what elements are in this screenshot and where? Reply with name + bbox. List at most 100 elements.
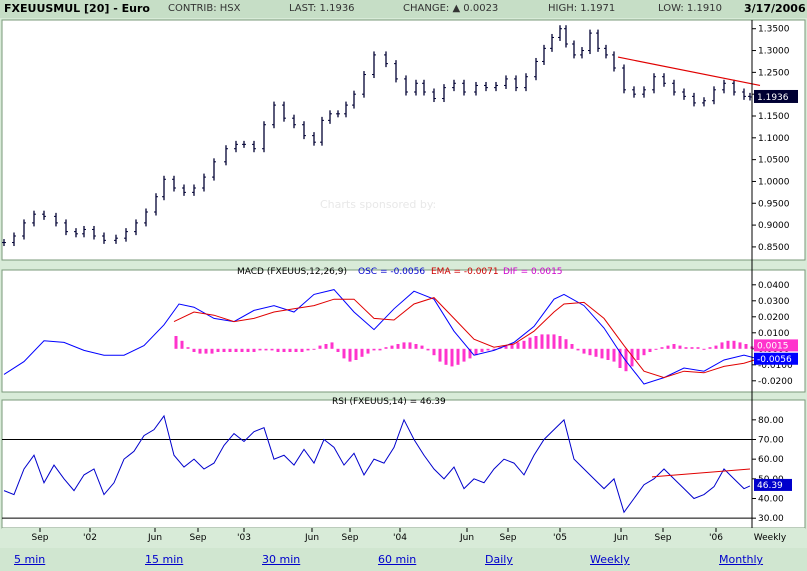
macd-histogram-bar [210,348,214,354]
x-tick-label: Sep [32,533,49,543]
interval-bar: 5 min 15 min 30 min 60 min Daily Weekly … [0,548,807,571]
macd-histogram-bar [516,342,520,349]
macd-histogram-bar [414,344,418,349]
macd-histogram-bar [234,348,238,352]
sponsor-watermark: Charts sponsored by: [320,198,436,211]
macd-histogram-bar [324,344,328,349]
macd-histogram-bar [450,348,454,367]
price-trendline [617,56,761,87]
price-bars-group [2,25,752,247]
macd-histogram-bar [444,348,448,365]
macd-histogram-bar [486,348,490,351]
rsi-ytick-label: 60.00 [758,455,784,465]
x-tick-label: Sep [500,533,517,543]
x-tick-label: Jun [613,533,628,543]
interval-link-15min[interactable]: 15 min [145,553,184,566]
macd-ytick-label: -0.0100 [758,361,793,371]
macd-histogram-bar [390,345,394,349]
macd-histogram-bar [378,348,382,351]
macd-histogram-bar [294,348,298,352]
macd-histogram-bar [552,334,556,349]
last-price-value: 1.1936 [757,93,789,103]
macd-histogram-bar [576,348,580,351]
macd-histogram-bar [276,348,280,352]
macd-histogram-bar [648,348,652,352]
macd-histogram-bar [222,348,226,352]
interval-link-60min[interactable]: 60 min [378,553,417,566]
macd-histogram-bar [672,344,676,349]
macd-histogram-bar [468,348,472,359]
macd-ytick-label: 0.0200 [758,313,790,323]
x-tick-label: Jun [459,533,474,543]
panel-1-background [1,269,806,393]
rsi-last-value: 46.39 [757,481,783,491]
x-tick-label: '04 [393,533,407,543]
interval-link-30min[interactable]: 30 min [262,553,301,566]
high-label: HIGH: 1.1971 [548,3,616,14]
macd-histogram-bar [714,345,718,349]
x-tick-label: '02 [83,533,97,543]
macd-histogram-bar [660,347,664,349]
macd-histogram-bar [624,348,628,372]
macd-histogram-bar [336,348,340,352]
x-tick-label: Sep [342,533,359,543]
change-label: CHANGE: ▲ 0.0023 [403,3,499,14]
macd-histogram-bar [438,348,442,362]
macd-dif-legend: DIF = 0.0015 [503,267,563,277]
macd-histogram-bar [534,336,538,349]
macd-histogram-bar [312,348,316,350]
x-tick-label: Weekly [754,533,787,543]
x-axis-band [2,528,805,546]
macd-histogram-bar [708,347,712,349]
macd-histogram-bar [366,348,370,354]
macd-histogram-bar [480,348,484,352]
macd-histogram-bar [456,348,460,365]
date-label: 3/17/2006 [744,2,806,15]
macd-histogram-group [174,334,754,372]
macd-histogram-bar [258,348,262,351]
macd-histogram-bar [396,344,400,349]
interval-link-5min[interactable]: 5 min [14,553,46,566]
rsi-line [3,414,751,514]
macd-histogram-bar [606,348,610,360]
macd-histogram-bar [546,334,550,349]
macd-histogram-bar [306,348,310,351]
macd-ema-line [173,297,755,379]
macd-histogram-bar [684,347,688,349]
macd-histogram-bar [540,334,544,349]
macd-title: MACD (FXEUUS,12,26,9) [237,267,347,277]
macd-histogram-bar [612,348,616,362]
last-price-label: LAST: 1.1936 [289,3,355,14]
price-ytick-label: 1.2500 [758,68,790,78]
macd-histogram-bar [738,342,742,349]
macd-ema-legend: EMA = -0.0071 [431,267,499,277]
interval-link-weekly[interactable]: Weekly [590,553,630,566]
macd-histogram-bar [594,348,598,357]
macd-histogram-bar [354,348,358,360]
macd-histogram-bar [240,348,244,352]
rsi-ytick-label: 80.00 [758,416,784,426]
macd-histogram-bar [300,348,304,352]
interval-link-daily[interactable]: Daily [485,553,513,566]
macd-histogram-bar [372,348,376,351]
macd-histogram-bar [678,345,682,349]
macd-ytick-label: -0.0200 [758,377,793,387]
macd-histogram-bar [690,347,694,349]
macd-osc-value: -0.0056 [757,355,792,365]
macd-histogram-bar [318,345,322,349]
macd-histogram-bar [264,348,268,351]
rsi-ytick-label: 70.00 [758,436,784,446]
macd-histogram-bar [348,348,352,362]
rsi-trendline [651,468,751,478]
macd-histogram-bar [522,340,526,349]
macd-dif-value: 0.0015 [757,341,789,351]
macd-histogram-bar [528,337,532,349]
macd-histogram-bar [720,342,724,349]
price-ytick-label: 1.1000 [758,134,790,144]
macd-histogram-bar [180,340,184,349]
interval-link-monthly[interactable]: Monthly [719,553,764,566]
macd-histogram-bar [462,348,466,362]
macd-histogram-bar [510,344,514,349]
price-ytick-label: 1.1500 [758,112,790,122]
rsi-ytick-label: 30.00 [758,514,784,524]
